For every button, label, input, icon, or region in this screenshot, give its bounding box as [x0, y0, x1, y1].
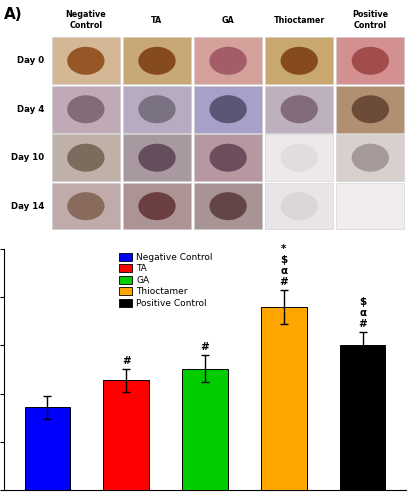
Bar	[265, 183, 333, 230]
Bar	[182, 368, 227, 490]
Ellipse shape	[67, 144, 104, 172]
Ellipse shape	[138, 144, 175, 172]
Ellipse shape	[280, 144, 317, 172]
Text: Thioctamer: Thioctamer	[273, 16, 324, 24]
Legend: Negative Control, TA, GA, Thioctamer, Positive Control: Negative Control, TA, GA, Thioctamer, Po…	[117, 251, 214, 310]
Text: Positive
Control: Positive Control	[351, 10, 387, 30]
Bar	[265, 134, 333, 181]
Ellipse shape	[67, 96, 104, 123]
Ellipse shape	[209, 96, 246, 123]
Bar	[123, 38, 191, 84]
Bar	[260, 307, 306, 490]
Bar	[52, 183, 119, 230]
Text: Day 4: Day 4	[17, 104, 44, 114]
Ellipse shape	[280, 96, 317, 123]
Bar	[194, 183, 261, 230]
Ellipse shape	[138, 47, 175, 75]
Ellipse shape	[351, 144, 388, 172]
Text: Day 10: Day 10	[11, 153, 44, 162]
Bar	[123, 183, 191, 230]
Text: Day 0: Day 0	[17, 56, 44, 66]
Bar	[335, 86, 403, 132]
Ellipse shape	[351, 192, 388, 220]
Ellipse shape	[67, 47, 104, 75]
Bar	[103, 380, 149, 490]
Bar	[265, 38, 333, 84]
Ellipse shape	[209, 192, 246, 220]
Bar	[52, 38, 119, 84]
Ellipse shape	[209, 47, 246, 75]
Bar	[335, 183, 403, 230]
Ellipse shape	[280, 192, 317, 220]
Bar	[335, 38, 403, 84]
Bar	[194, 38, 261, 84]
Bar	[335, 134, 403, 181]
Bar	[52, 86, 119, 132]
Text: *
$
α
#: * $ α #	[279, 244, 288, 286]
Ellipse shape	[351, 47, 388, 75]
Bar	[52, 134, 119, 181]
Bar	[25, 407, 70, 490]
Bar	[194, 86, 261, 132]
Ellipse shape	[209, 144, 246, 172]
Bar	[339, 346, 384, 490]
Ellipse shape	[280, 47, 317, 75]
Bar	[194, 134, 261, 181]
Ellipse shape	[138, 192, 175, 220]
Bar	[265, 86, 333, 132]
Text: Negative
Control: Negative Control	[65, 10, 106, 30]
Text: #: #	[121, 356, 130, 366]
Ellipse shape	[138, 96, 175, 123]
Text: A): A)	[4, 8, 22, 22]
Text: $
α
#: $ α #	[357, 298, 366, 329]
Text: Day 14: Day 14	[11, 202, 44, 210]
Ellipse shape	[67, 192, 104, 220]
Text: TA: TA	[151, 16, 162, 24]
Ellipse shape	[351, 96, 388, 123]
Bar	[123, 86, 191, 132]
Text: #: #	[200, 342, 209, 352]
Text: GA: GA	[221, 16, 234, 24]
Bar	[123, 134, 191, 181]
